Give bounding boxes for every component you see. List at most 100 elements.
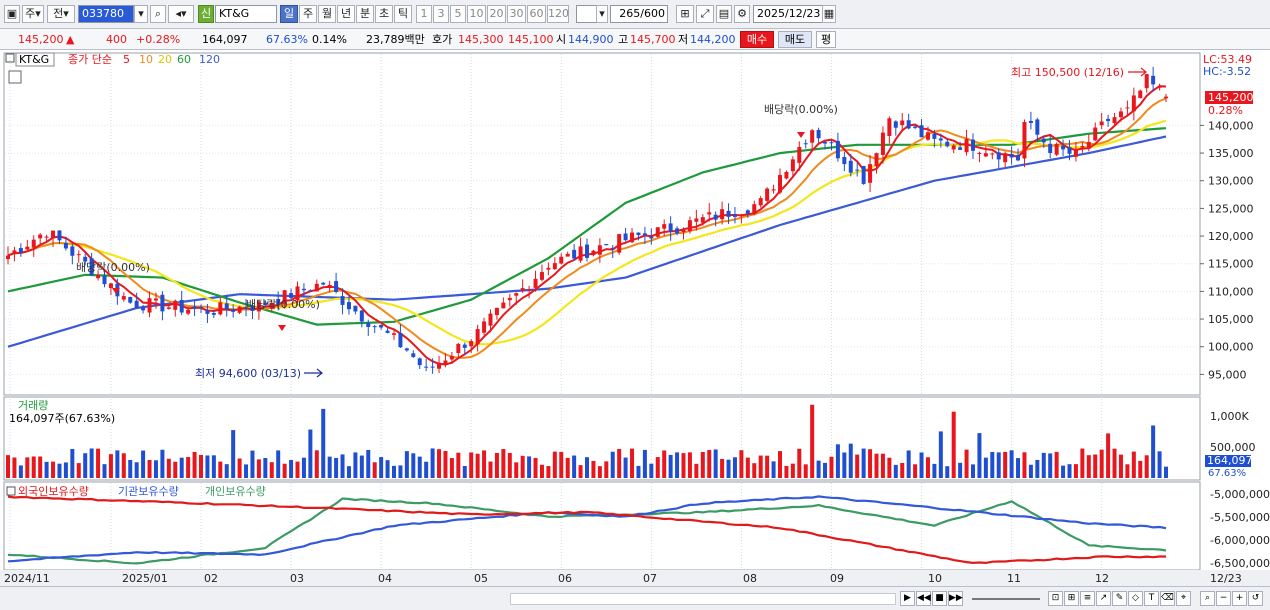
candle-body-36 (237, 306, 242, 313)
price-tick-7: 105,000 (1208, 313, 1254, 326)
prev-select[interactable]: 전▾ (47, 5, 75, 23)
sell-button[interactable]: 매도 (778, 31, 812, 48)
tab-5[interactable]: 초 (375, 5, 393, 23)
grid-tool-icon[interactable]: ⊞ (676, 5, 694, 23)
candle-body-125 (810, 130, 815, 143)
stop-icon[interactable]: ■ (932, 591, 947, 606)
candle-body-72 (469, 341, 474, 347)
candle-body-59 (385, 330, 390, 333)
tab-0[interactable]: 일 (280, 5, 298, 23)
chart-menu-icon[interactable]: ▣ (4, 5, 20, 23)
reset-zoom-icon[interactable]: ↺ (1248, 591, 1263, 606)
candle-body-47 (308, 290, 313, 292)
volume-bar-21 (141, 450, 146, 478)
view-list-icon[interactable]: ≡ (1080, 591, 1095, 606)
candle-body-141 (913, 126, 918, 128)
period-select[interactable]: 주▾ (22, 5, 44, 23)
candle-body-27 (179, 300, 184, 313)
tab-3[interactable]: 년 (337, 5, 355, 23)
candle-body-85 (552, 263, 557, 270)
calendar-icon[interactable]: ▦ (822, 5, 836, 23)
candle-body-41 (269, 302, 274, 309)
chart-area[interactable]: 140,000 135,000 130,000 125,000 120,000 115,0… (0, 50, 1270, 586)
candle-body-104 (675, 228, 680, 234)
volume-bar-169 (1093, 454, 1098, 478)
erase-tool-icon[interactable]: ⌫ (1160, 591, 1175, 606)
candle-body-120 (778, 174, 782, 193)
table-toggle-icon[interactable] (8, 70, 22, 84)
zoom-fit-icon[interactable]: ⊡ (1048, 591, 1063, 606)
interval-5[interactable]: 5 (450, 5, 466, 23)
interval-120[interactable]: 120 (547, 5, 569, 23)
holding-tick-6500k: -6,500,000 (1210, 557, 1270, 570)
volume-bar-92 (597, 466, 602, 478)
volume-bar-162 (1048, 453, 1053, 478)
volume-bar-97 (630, 448, 635, 478)
tab-1[interactable]: 주 (299, 5, 317, 23)
tab-2[interactable]: 월 (318, 5, 336, 23)
candle-body-46 (301, 288, 306, 291)
volume-bar-71 (462, 465, 467, 478)
price-tick-6: 110,000 (1208, 285, 1254, 298)
zoom-slider[interactable] (972, 598, 1040, 600)
zoom-in-icon[interactable]: + (1232, 591, 1247, 606)
save-icon[interactable]: ▤ (716, 5, 732, 23)
tab-6[interactable]: 틱 (394, 5, 412, 23)
interval-dropdown-icon[interactable]: ▾ (596, 5, 608, 23)
candle-body-80 (520, 288, 525, 291)
candle-body-73 (475, 329, 480, 345)
tab-4[interactable]: 분 (356, 5, 374, 23)
high-price: 145,700 (630, 33, 676, 46)
speaker-icon[interactable]: ◂▾ (168, 5, 194, 23)
volume-bar-128 (829, 456, 834, 478)
price-tick-0: 140,000 (1208, 119, 1254, 132)
candle-body-76 (494, 307, 499, 316)
draw-tool-icon[interactable]: ⤢ (696, 5, 714, 23)
chart-scrollbar[interactable] (510, 593, 896, 605)
cursor-tool-icon[interactable]: ⌖ (1176, 591, 1191, 606)
volume-bar-62 (404, 451, 409, 478)
buy-button[interactable]: 매수 (740, 31, 774, 48)
date-field[interactable]: 2025/12/23 (753, 5, 823, 23)
dividend-note-1: 배당락(0.00%) (76, 261, 150, 274)
gear-icon[interactable]: ⚙ (734, 5, 750, 23)
scroll-right-icon[interactable]: ▶ (900, 591, 915, 606)
eval-button[interactable]: 평 (816, 31, 836, 48)
stock-code-input[interactable]: 033780 (78, 5, 134, 23)
candle-body-119 (771, 189, 776, 191)
pen-tool-icon[interactable]: ✎ (1112, 591, 1127, 606)
volume-bar-161 (1041, 452, 1046, 478)
stock-name-field[interactable]: KT&G (215, 5, 277, 23)
legend-ma60: 60 (177, 53, 191, 66)
volume-bar-149 (964, 449, 969, 478)
zoom-out-icon[interactable]: − (1216, 591, 1231, 606)
fast-forward-icon[interactable]: ▶▶ (948, 591, 963, 606)
text-tool-icon[interactable]: T (1144, 591, 1159, 606)
volume-bar-132 (855, 454, 860, 478)
view-grid-icon[interactable]: ⊞ (1064, 591, 1079, 606)
interval-1[interactable]: 1 (416, 5, 432, 23)
interval-3[interactable]: 3 (433, 5, 449, 23)
code-dropdown-icon[interactable]: ▾ (134, 5, 148, 23)
candle-body-0 (6, 255, 10, 260)
interval-10[interactable]: 10 (467, 5, 486, 23)
magnify-icon[interactable]: ⌕ (1200, 591, 1215, 606)
interval-60[interactable]: 60 (527, 5, 546, 23)
count-field[interactable]: 265/600 (610, 5, 668, 23)
search-icon[interactable]: ⌕ (150, 5, 166, 23)
volume-bar-75 (488, 461, 493, 478)
volume-bar-148 (958, 462, 963, 478)
arrow-tool-icon[interactable]: ↗ (1096, 591, 1111, 606)
legend-box-icon (5, 53, 15, 63)
shape-tool-icon[interactable]: ◇ (1128, 591, 1143, 606)
volume-bar-66 (430, 448, 435, 478)
interval-20[interactable]: 20 (487, 5, 506, 23)
volume-bar-40 (263, 458, 268, 478)
volume-bar-113 (732, 457, 737, 478)
volume-bar-108 (700, 451, 705, 478)
interval-30[interactable]: 30 (507, 5, 526, 23)
current-price: 145,200 (18, 33, 64, 46)
current-price-box (1205, 91, 1253, 104)
rewind-icon[interactable]: ◀◀ (916, 591, 931, 606)
